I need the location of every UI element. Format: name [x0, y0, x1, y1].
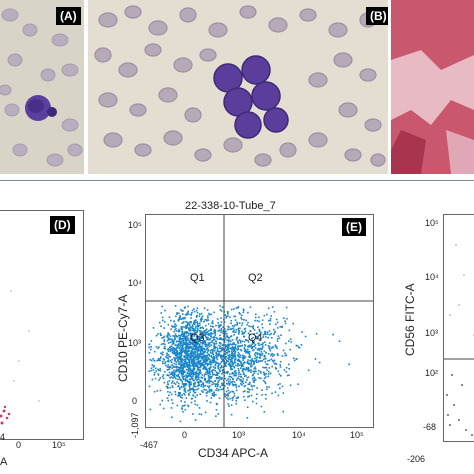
panel-e-xtick-3: 10⁴	[292, 430, 306, 440]
panel-f-flow-plot: 10⁵ 10⁴ 10³ 10² -68 CD56 FITC-A -206	[395, 200, 474, 474]
panel-e-flow-plot: 22-338-10-Tube_7 (E) Q1 Q2 Q3 Q4 10⁵ 10⁴…	[110, 190, 380, 474]
panel-a-label: (A)	[56, 7, 81, 25]
panel-d-xaxis: A	[0, 456, 8, 468]
panel-f-ylabel: CD56 FITC-A	[403, 283, 417, 356]
quadrant-q4: Q4	[248, 332, 263, 344]
panel-d-xtick-1: 10⁵	[52, 440, 66, 450]
panel-b-micrograph: (B)	[88, 0, 388, 174]
panel-e-ylabel: CD10 PE-Cy7-A	[116, 294, 130, 382]
panel-f-ytick-0: 10⁵	[425, 218, 439, 228]
panel-d-ytick: 4	[0, 432, 6, 442]
panel-f-dots	[444, 244, 474, 436]
panel-f-ytick-3: 10²	[425, 368, 439, 378]
panel-a-cells	[0, 0, 84, 174]
panel-e-ytick-2: 10³	[128, 338, 142, 348]
panel-f-ytick-2: 10³	[425, 328, 439, 338]
panel-e-xlabel: CD34 APC-A	[198, 446, 269, 460]
quadrant-q1: Q1	[190, 272, 205, 284]
panel-e-xtick-0: -467	[140, 440, 159, 450]
panel-e-title: 22-338-10-Tube_7	[185, 200, 276, 212]
panel-d-frame	[0, 210, 84, 440]
panel-b-label: (B)	[366, 7, 388, 25]
panel-c-tissue	[391, 0, 474, 174]
panel-e-xtick-4: 10⁵	[350, 430, 364, 440]
panel-c-micrograph	[391, 0, 474, 174]
quadrant-q2: Q2	[248, 272, 263, 284]
quadrant-q3: Q3	[190, 332, 205, 344]
panel-e-ytick-0: 10⁵	[128, 220, 142, 230]
panel-f-xtick: -206	[407, 454, 426, 464]
panel-a-micrograph: (A)	[0, 0, 84, 174]
panel-e-ytick-1: 10⁴	[128, 278, 142, 288]
panel-f-frame	[443, 214, 474, 442]
panel-e-frame	[145, 214, 374, 428]
panel-e-ytick-3: 0	[132, 396, 138, 406]
panel-b-cells	[88, 0, 388, 174]
panel-f-ytick-1: 10⁴	[425, 272, 439, 282]
panel-d-xtick-0: 0	[16, 440, 22, 450]
panel-d-label: (D)	[50, 216, 75, 234]
panel-f-ytick-4: -68	[423, 422, 437, 432]
panel-e-dots	[146, 215, 373, 427]
panel-e-label: (E)	[342, 218, 366, 236]
panel-d-flow-plot: (D) 4 0 10⁵ A	[0, 200, 90, 474]
panel-e-event-cloud	[148, 305, 350, 423]
panel-e-xtick-1: 0	[182, 430, 188, 440]
panel-e-ytick-4: -1,097	[130, 412, 140, 438]
panel-divider	[0, 180, 474, 181]
panel-e-xtick-2: 10³	[232, 430, 246, 440]
panel-d-dots	[0, 290, 40, 425]
